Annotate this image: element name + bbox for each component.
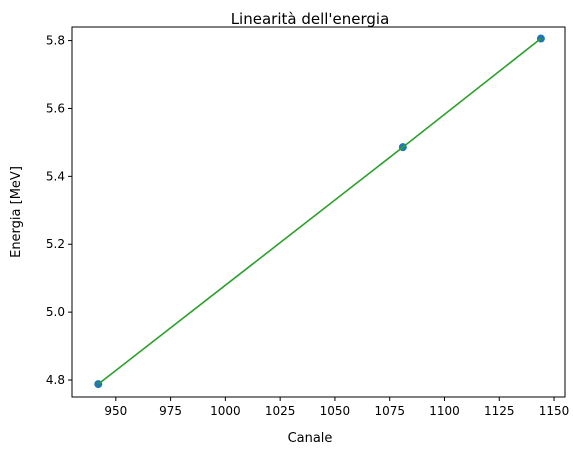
x-tick-label: 1100 <box>429 404 460 418</box>
x-tick-label: 1000 <box>210 404 241 418</box>
y-tick-label: 5.4 <box>46 169 65 183</box>
x-tick-label: 1075 <box>374 404 405 418</box>
x-tick-label: 950 <box>104 404 127 418</box>
y-axis: 4.8 5.0 5.2 5.4 5.6 5.8 <box>46 34 72 387</box>
plot-frame <box>71 26 566 398</box>
y-tick-label: 5.8 <box>46 34 65 48</box>
plot-area <box>94 34 545 389</box>
chart-title: Linearità dell'energia <box>231 10 390 28</box>
x-axis-label: Canale <box>288 431 333 446</box>
x-tick-label: 1025 <box>265 404 296 418</box>
y-tick-label: 4.8 <box>46 373 65 387</box>
y-tick-label: 5.2 <box>46 237 65 251</box>
x-tick-label: 1125 <box>484 404 515 418</box>
y-tick-label: 5.0 <box>46 305 65 319</box>
y-axis-label: Energia [MeV] <box>9 166 24 258</box>
fit-line <box>97 37 542 385</box>
y-tick-label: 5.6 <box>46 101 65 115</box>
x-axis: 950 975 1000 1025 1050 1075 1100 1125 1150 <box>104 397 569 418</box>
x-tick-label: 975 <box>159 404 182 418</box>
x-tick-label: 1050 <box>320 404 351 418</box>
x-tick-label: 1150 <box>539 404 570 418</box>
